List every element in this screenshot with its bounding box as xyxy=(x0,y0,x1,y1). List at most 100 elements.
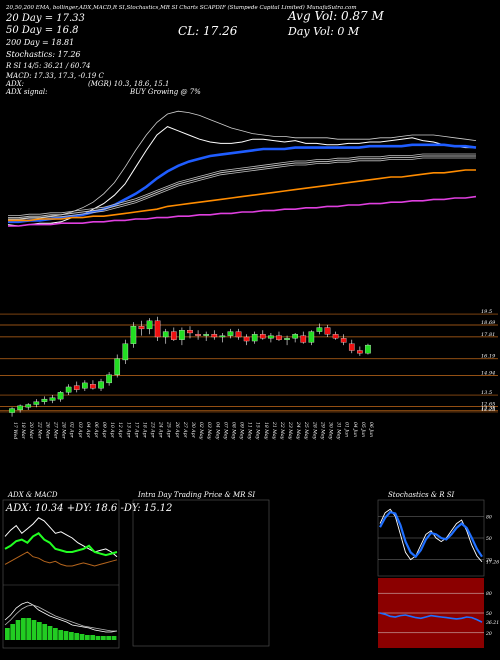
price-level-label: 16.19 xyxy=(481,354,496,360)
macd-histogram-bar xyxy=(111,636,117,640)
candle-body xyxy=(324,327,331,335)
candle-body xyxy=(284,338,290,340)
candle-body xyxy=(251,334,258,342)
stochastics-tick-label: 80 xyxy=(486,514,492,520)
macd-series-signal xyxy=(4,604,117,632)
candle-body xyxy=(219,335,226,338)
macd-histogram-bar xyxy=(37,622,42,640)
adx-series-plus_di xyxy=(4,532,118,557)
candle-body xyxy=(65,386,72,393)
date-tick-label: 18 Apr xyxy=(141,422,147,439)
macd-histogram-bar xyxy=(26,618,32,640)
date-tick-label: 23 Apr xyxy=(150,421,156,439)
price-level-label: 13.5 xyxy=(481,390,492,396)
date-tick-label: 10 Apr xyxy=(109,422,115,439)
candle-body xyxy=(41,398,48,402)
buy-signal-text: BUY Growing @ 7% xyxy=(130,88,201,96)
candle-body xyxy=(122,343,129,361)
rsi-tick-label: 20 xyxy=(485,631,492,637)
macd-histogram-bar xyxy=(63,631,69,640)
price-level-label: 12.65 xyxy=(481,402,495,408)
candle-body xyxy=(357,350,363,354)
macd-histogram-bar xyxy=(106,636,112,640)
candle-body xyxy=(9,408,15,413)
candle-body xyxy=(292,334,298,339)
date-tick-label: 07 May xyxy=(222,422,228,440)
macd-histogram-bar xyxy=(69,632,74,640)
date-tick-label: 03 May xyxy=(206,422,212,440)
candle-body xyxy=(276,335,282,340)
price-level-label: 17.81 xyxy=(481,332,495,338)
date-tick-label: 06 Apr xyxy=(93,422,99,439)
candle-body xyxy=(90,384,96,389)
candle-body xyxy=(49,397,56,401)
adx-signal-label: ADX signal: xyxy=(6,88,48,96)
candle-body xyxy=(25,404,32,408)
date-tick-label: 27 Mar xyxy=(52,421,58,440)
candle-body xyxy=(316,327,323,332)
candle-body xyxy=(187,330,193,334)
date-tick-label: 26 Apr xyxy=(174,421,180,439)
adx-values: (MGR) 10.3, 18.6, 15.1 xyxy=(88,80,170,88)
candle-body xyxy=(259,334,266,339)
macd-histogram-bar xyxy=(31,620,37,640)
date-tick-label: 24 May xyxy=(295,421,301,440)
date-tick-label: 29 May xyxy=(319,421,325,440)
candle-body xyxy=(33,401,40,405)
date-tick-label: 26 Mar xyxy=(44,421,50,440)
macd-histogram-bar xyxy=(74,633,80,640)
candle-body xyxy=(243,336,250,342)
macd-histogram-bar xyxy=(101,636,106,640)
date-tick-label: 31 May xyxy=(336,422,342,440)
candle-body xyxy=(171,331,177,340)
date-tick-label: 11 May xyxy=(247,422,253,440)
candle-body xyxy=(114,358,121,375)
macd-histogram-bar xyxy=(58,630,64,640)
stoch-series-rsi xyxy=(379,612,483,623)
date-tick-label: 17 Wed xyxy=(12,422,18,439)
macd-histogram-bar xyxy=(15,620,21,640)
date-tick-label: 02 Apr xyxy=(69,422,75,439)
candle-body xyxy=(268,335,274,339)
macd-histogram-bar xyxy=(47,626,53,640)
date-tick-label: 20 Mar xyxy=(28,421,34,440)
ema20-label: 20 Day = 17.33 xyxy=(6,13,85,24)
candle-body xyxy=(154,320,161,338)
date-tick-label: 01 Jun xyxy=(344,422,350,437)
date-tick-label: 23 May xyxy=(287,421,293,440)
adx-series-minus_di xyxy=(4,551,118,567)
macd-series-macd xyxy=(4,601,118,633)
date-tick-label: 22 May xyxy=(279,421,285,440)
macd-histogram-bar xyxy=(42,624,48,640)
candle-body xyxy=(17,405,23,411)
date-tick-label: 24 Apr xyxy=(158,421,164,439)
intraday-title: Intra Day Trading Price & MR SI xyxy=(138,491,256,499)
day-volume-label: Day Vol: 0 M xyxy=(288,25,360,38)
date-tick-label: 09 May xyxy=(239,422,245,440)
date-tick-label: 18 Mar xyxy=(20,422,26,440)
price-level-label: 14.94 xyxy=(481,371,495,377)
date-tick-label: 18 May xyxy=(263,422,269,440)
candle-body xyxy=(179,330,185,340)
stoch-series-stoch_k xyxy=(379,508,483,563)
candle-body xyxy=(211,334,218,338)
stochastics-tick-label: 17.26 xyxy=(486,560,499,566)
series-bb_upper xyxy=(8,110,477,220)
date-tick-label: 15 May xyxy=(255,422,261,440)
macd-label: MACD: 17.33, 17.3, -0.19 C xyxy=(6,72,104,80)
stochastics-tick-label: 50 xyxy=(486,536,492,542)
macd-histogram-bar xyxy=(10,624,16,640)
date-tick-label: 03 Apr xyxy=(77,422,83,439)
date-tick-label: 25 Apr xyxy=(166,421,172,439)
date-tick-label: 12 Apr xyxy=(117,422,123,439)
candle-body xyxy=(57,392,64,400)
stoch-series-stoch_d xyxy=(379,510,483,559)
macd-histogram-bar xyxy=(95,636,101,640)
adx-series-adx xyxy=(4,517,118,558)
adx-macd-panel-frame xyxy=(2,499,120,649)
chart-header-line: 20,50,200 EMA, bollinger,ADX,MACD,R SI,S… xyxy=(6,5,357,11)
date-tick-label: 28 May xyxy=(311,421,317,440)
avg-volume-label: Avg Vol: 0.87 M xyxy=(288,9,384,23)
series-ema50 xyxy=(8,155,476,219)
price-level-label: 18.69 xyxy=(481,320,496,326)
